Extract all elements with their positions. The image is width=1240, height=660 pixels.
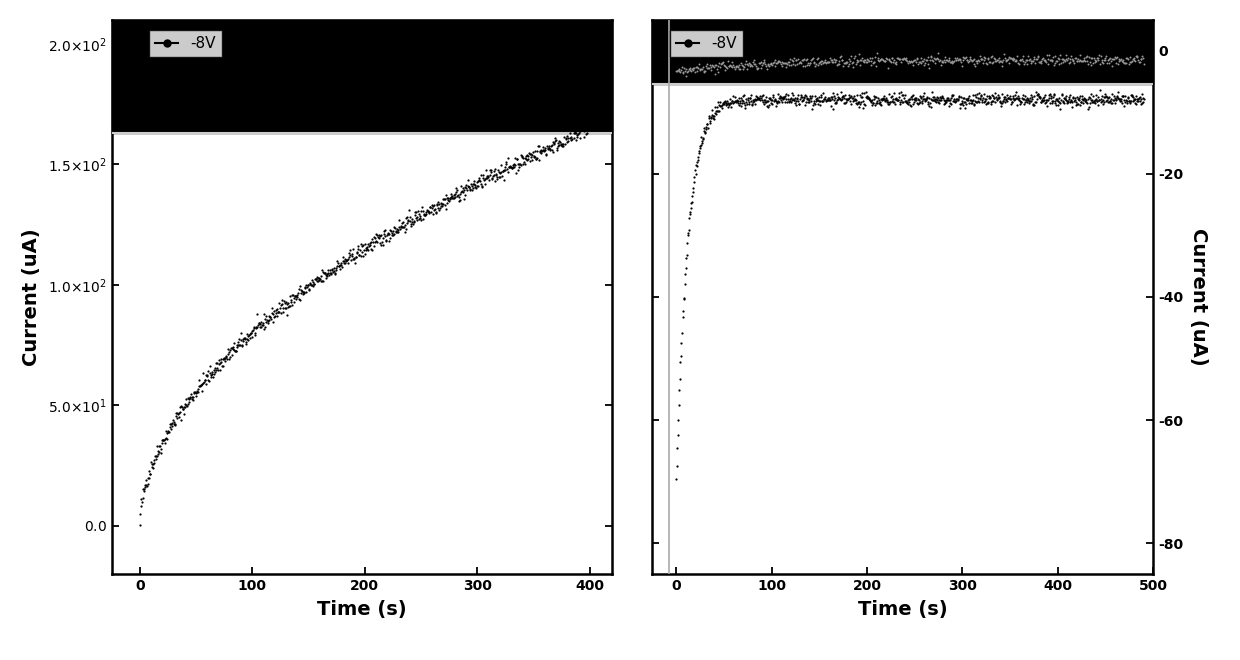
Y-axis label: Current (uA): Current (uA) xyxy=(1189,228,1208,366)
Y-axis label: Current (uA): Current (uA) xyxy=(22,228,41,366)
Bar xyxy=(112,20,613,133)
X-axis label: Time (s): Time (s) xyxy=(317,600,407,619)
Legend: -8V: -8V xyxy=(149,30,222,57)
Bar xyxy=(652,20,1153,84)
X-axis label: Time (s): Time (s) xyxy=(858,600,947,619)
Legend: -8V: -8V xyxy=(670,30,743,57)
